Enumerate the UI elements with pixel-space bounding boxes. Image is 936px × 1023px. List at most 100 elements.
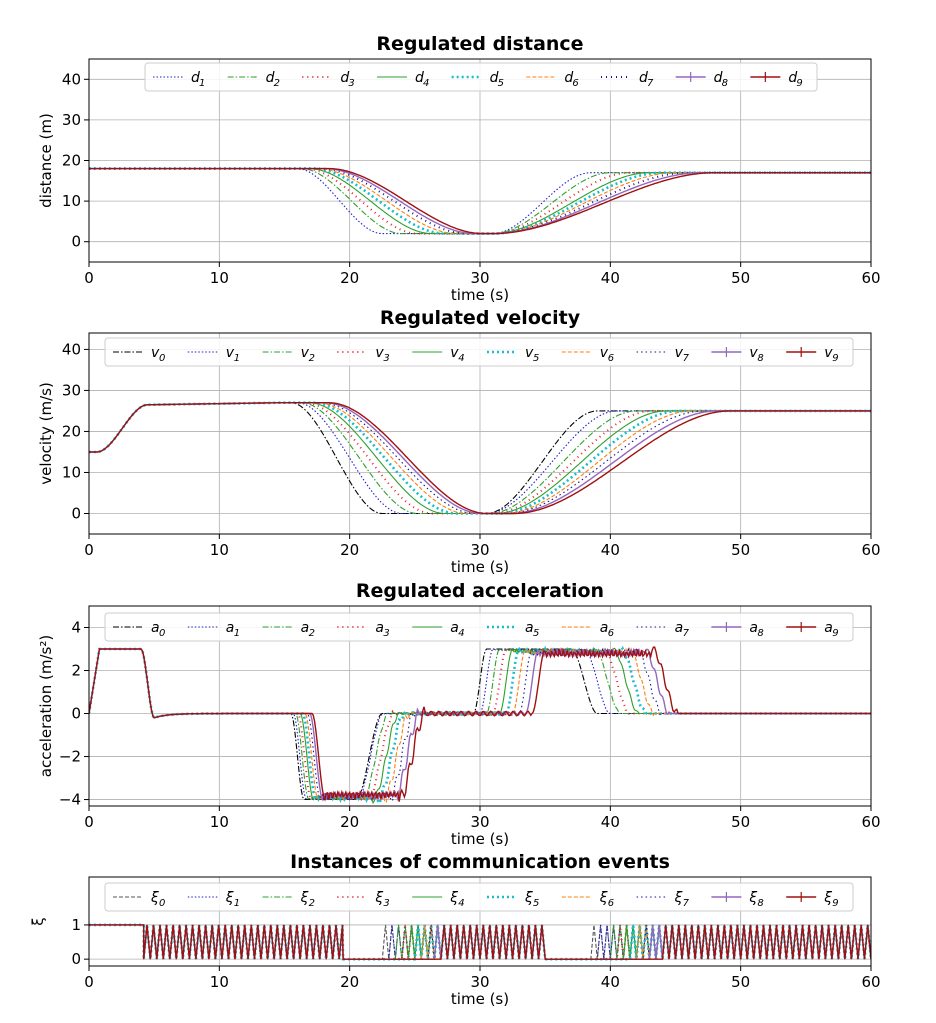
legend-label-sub: 2 [309, 628, 315, 639]
x-tick-label: 30 [470, 813, 489, 831]
legend-box [104, 882, 854, 912]
legend-label: d [490, 70, 499, 86]
legend-label: v [600, 345, 609, 361]
x-tick-label: 40 [601, 541, 620, 559]
legend-label: a [525, 620, 534, 636]
y-axis-label: velocity (m/s) [37, 382, 55, 485]
plot-frame [88, 58, 872, 263]
y-tick-label: 30 [62, 111, 81, 129]
legend-label: ξ [599, 890, 608, 906]
legend-label-sub: 1 [234, 628, 240, 639]
legend-label-sub: 6 [608, 628, 614, 639]
legend-label: ξ [748, 890, 757, 906]
legend-label: v [301, 345, 310, 361]
legend-label: d [788, 70, 797, 86]
chart-title: Instances of communication events [290, 851, 670, 873]
legend-label-sub: 6 [572, 78, 578, 89]
legend-label-sub: 5 [498, 78, 504, 89]
legend-label: ξ [449, 890, 458, 906]
y-tick-label: 4 [71, 619, 81, 637]
y-tick-label: 0 [71, 504, 81, 522]
legend-label: a [301, 620, 310, 636]
legend-label-sub: 4 [458, 628, 464, 639]
x-tick-label: 60 [861, 541, 880, 559]
y-axis-label: distance (m) [37, 113, 55, 208]
x-tick-label: 50 [731, 269, 750, 287]
legend-label-sub: 3 [383, 628, 389, 639]
legend-label: d [639, 70, 648, 86]
plot-frame [88, 332, 872, 535]
legend-label-sub: 3 [348, 78, 354, 89]
legend-label-sub: 0 [159, 898, 165, 909]
series-line-d9 [89, 167, 871, 235]
x-tick-label: 0 [84, 541, 94, 559]
legend-label: ξ [374, 890, 383, 906]
legend-label-sub: 7 [683, 628, 690, 639]
x-tick-label: 10 [210, 269, 229, 287]
chart-panel-1: Regulated distance 0 10 20 30 40 50 60 0 10 20 30 40… [37, 33, 881, 304]
x-tick-label: 30 [470, 269, 489, 287]
legend-label-sub: 7 [683, 353, 690, 364]
x-axis-label: time (s) [451, 990, 509, 1008]
legend-label: d [340, 70, 349, 86]
y-tick-label: 20 [62, 422, 81, 440]
x-tick-label: 30 [470, 541, 489, 559]
legend-label-sub: 2 [274, 78, 280, 89]
x-tick-label: 60 [861, 973, 880, 991]
legend-label: a [824, 620, 833, 636]
x-tick-label: 10 [210, 541, 229, 559]
legend-label: d [714, 70, 723, 86]
x-tick-label: 50 [731, 813, 750, 831]
legend-label-sub: 9 [832, 353, 838, 364]
legend-label: ξ [524, 890, 533, 906]
legend-label: a [151, 620, 160, 636]
y-tick-label: 30 [62, 381, 81, 399]
legend-label-sub: 3 [383, 353, 389, 364]
legend-label-sub: 6 [608, 353, 614, 364]
legend-label-sub: 5 [533, 353, 539, 364]
x-tick-label: 40 [601, 269, 620, 287]
legend-label-sub: 9 [832, 628, 838, 639]
y-tick-label: 0 [71, 705, 81, 723]
legend-label-sub: 8 [757, 628, 763, 639]
x-tick-label: 20 [340, 973, 359, 991]
y-axis-label: ξ [29, 917, 47, 925]
x-tick-label: 30 [470, 973, 489, 991]
y-tick-label: 10 [62, 463, 81, 481]
x-tick-label: 20 [340, 813, 359, 831]
legend-label: v [525, 345, 534, 361]
plot-frame [88, 876, 872, 967]
y-tick-label: 40 [62, 70, 81, 88]
legend-label: a [375, 620, 384, 636]
series-line-v9 [89, 402, 871, 515]
legend-label: v [151, 345, 160, 361]
legend-label-sub: 5 [533, 628, 539, 639]
y-tick-label: 40 [62, 340, 81, 358]
legend-label-sub: 0 [159, 353, 165, 364]
legend-label-sub: 7 [647, 78, 654, 89]
